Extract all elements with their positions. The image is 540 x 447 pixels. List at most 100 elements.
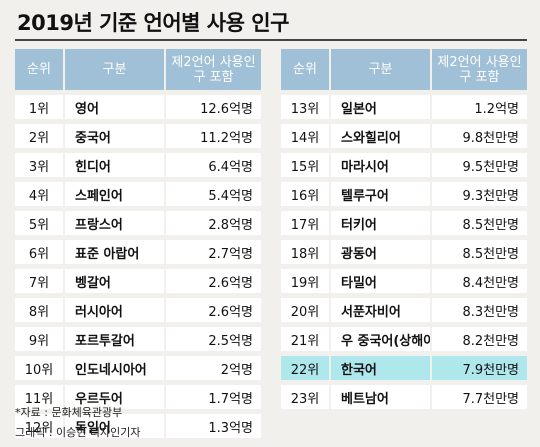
language-cell: 한국어 xyxy=(329,356,430,380)
language-cell: 텔루구어 xyxy=(329,182,430,206)
population-cell: 2.6억명 xyxy=(164,269,261,293)
table-row: 2위 중국어 11.2억명 xyxy=(15,124,261,148)
language-cell: 우르두어 xyxy=(63,385,164,409)
table-row: 15위 마라시어 9.5천만명 xyxy=(281,153,527,177)
rank-cell: 4위 xyxy=(15,182,63,206)
rank-cell: 9위 xyxy=(15,327,63,351)
population-cell: 2.6억명 xyxy=(164,298,261,322)
population-cell: 1.2억명 xyxy=(430,95,527,119)
language-cell: 일본어 xyxy=(329,95,430,119)
rank-cell: 3위 xyxy=(15,153,63,177)
rank-cell: 5위 xyxy=(15,211,63,235)
table-row: 11위 우르두어 1.7억명 xyxy=(15,385,261,409)
ranking-table-left: 순위 구분 제2언어 사용인구 포함 1위 영어 12.6억명 2위 중국어 11.2억명… xyxy=(15,44,261,443)
rank-cell: 13위 xyxy=(281,95,329,119)
population-cell: 7.9천만명 xyxy=(430,356,527,380)
population-cell: 1.3억명 xyxy=(164,414,261,438)
rank-cell: 20위 xyxy=(281,298,329,322)
table-row: 5위 프랑스어 2.8억명 xyxy=(15,211,261,235)
table-body-left: 1위 영어 12.6억명 2위 중국어 11.2억명 3위 힌디어 6.4억명 4위 스페인어 5.4… xyxy=(15,95,261,438)
language-cell: 러시아어 xyxy=(63,298,164,322)
rank-cell: 19위 xyxy=(281,269,329,293)
table-row: 12위 독일어 1.3억명 xyxy=(15,414,261,438)
language-cell: 베트남어 xyxy=(329,385,430,409)
population-cell: 2억명 xyxy=(164,356,261,380)
population-cell: 8.5천만명 xyxy=(430,211,527,235)
table-row: 16위 텔루구어 9.3천만명 xyxy=(281,182,527,206)
title-divider xyxy=(15,39,527,41)
population-cell: 9.5천만명 xyxy=(430,153,527,177)
rank-cell: 11위 xyxy=(15,385,63,409)
language-cell: 영어 xyxy=(63,95,164,119)
page-title: 2019년 기준 언어별 사용 인구 xyxy=(17,11,289,35)
language-cell: 프랑스어 xyxy=(63,211,164,235)
rank-cell: 14위 xyxy=(281,124,329,148)
rank-cell: 17위 xyxy=(281,211,329,235)
rank-cell: 22위 xyxy=(281,356,329,380)
rank-cell: 10위 xyxy=(15,356,63,380)
table-row: 10위 인도네시아어 2억명 xyxy=(15,356,261,380)
table-row: 23위 베트남어 7.7천만명 xyxy=(281,385,527,409)
language-cell: 중국어 xyxy=(63,124,164,148)
language-cell: 우 중국어(상해어) xyxy=(329,327,430,351)
column-header-rank: 순위 xyxy=(281,49,329,90)
table-row: 17위 터키어 8.5천만명 xyxy=(281,211,527,235)
table-row: 8위 러시아어 2.6억명 xyxy=(15,298,261,322)
rank-cell: 12위 xyxy=(15,414,63,438)
population-cell: 8.5천만명 xyxy=(430,240,527,264)
rank-cell: 15위 xyxy=(281,153,329,177)
population-cell: 2.5억명 xyxy=(164,327,261,351)
source-note: *자료 : 문화체육관광부 xyxy=(15,406,123,419)
table-row-highlighted: 22위 한국어 7.9천만명 xyxy=(281,356,527,380)
population-cell: 8.3천만명 xyxy=(430,298,527,322)
language-cell: 스와힐리어 xyxy=(329,124,430,148)
language-cell: 독일어 xyxy=(63,414,164,438)
table-row: 6위 표준 아랍어 2.7억명 xyxy=(15,240,261,264)
table-row: 7위 벵갈어 2.6억명 xyxy=(15,269,261,293)
language-cell: 서푼자비어 xyxy=(329,298,430,322)
population-cell: 1.7억명 xyxy=(164,385,261,409)
graphic-credit: 그래픽 : 이승현 디자인기자 xyxy=(15,426,141,439)
table-row: 4위 스페인어 5.4억명 xyxy=(15,182,261,206)
population-cell: 12.6억명 xyxy=(164,95,261,119)
population-cell: 2.8억명 xyxy=(164,211,261,235)
population-cell: 5.4억명 xyxy=(164,182,261,206)
table-row: 19위 타밀어 8.4천만명 xyxy=(281,269,527,293)
rank-cell: 1위 xyxy=(15,95,63,119)
population-cell: 8.2천만명 xyxy=(430,327,527,351)
population-cell: 6.4억명 xyxy=(164,153,261,177)
language-cell: 표준 아랍어 xyxy=(63,240,164,264)
rank-cell: 8위 xyxy=(15,298,63,322)
table-row: 9위 포르투갈어 2.5억명 xyxy=(15,327,261,351)
language-cell: 벵갈어 xyxy=(63,269,164,293)
table-row: 20위 서푼자비어 8.3천만명 xyxy=(281,298,527,322)
column-header-population: 제2언어 사용인구 포함 xyxy=(430,49,527,90)
language-cell: 힌디어 xyxy=(63,153,164,177)
table-row: 18위 광동어 8.5천만명 xyxy=(281,240,527,264)
table-row: 13위 일본어 1.2억명 xyxy=(281,95,527,119)
language-cell: 마라시어 xyxy=(329,153,430,177)
population-cell: 2.7억명 xyxy=(164,240,261,264)
population-cell: 9.3천만명 xyxy=(430,182,527,206)
population-cell: 7.7천만명 xyxy=(430,385,527,409)
population-cell: 11.2억명 xyxy=(164,124,261,148)
rank-cell: 2위 xyxy=(15,124,63,148)
language-cell: 터키어 xyxy=(329,211,430,235)
language-cell: 포르투갈어 xyxy=(63,327,164,351)
column-header-category: 구분 xyxy=(329,49,430,90)
table-body-right: 13위 일본어 1.2억명 14위 스와힐리어 9.8천만명 15위 마라시어 9.5천만명 16… xyxy=(281,95,527,409)
language-cell: 광동어 xyxy=(329,240,430,264)
rank-cell: 18위 xyxy=(281,240,329,264)
rank-cell: 6위 xyxy=(15,240,63,264)
table-row: 14위 스와힐리어 9.8천만명 xyxy=(281,124,527,148)
table-header-row: 순위 구분 제2언어 사용인구 포함 xyxy=(281,49,527,90)
ranking-table-right: 순위 구분 제2언어 사용인구 포함 13위 일본어 1.2억명 14위 스와힐리어 9.… xyxy=(281,44,527,414)
rank-cell: 7위 xyxy=(15,269,63,293)
language-cell: 인도네시아어 xyxy=(63,356,164,380)
language-cell: 스페인어 xyxy=(63,182,164,206)
population-cell: 8.4천만명 xyxy=(430,269,527,293)
rank-cell: 16위 xyxy=(281,182,329,206)
column-header-rank: 순위 xyxy=(15,49,63,90)
column-header-category: 구분 xyxy=(63,49,164,90)
